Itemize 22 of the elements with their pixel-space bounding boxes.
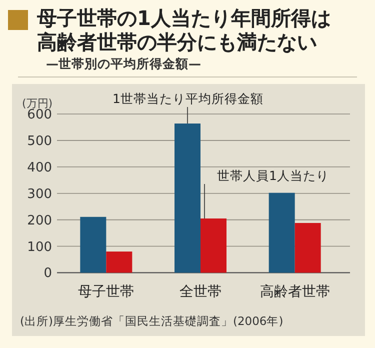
chart-title: 母子世帯の1人当たり年間所得は高齢者世帯の半分にも満たない [37,6,332,54]
y-tick-label: 0 [44,266,52,282]
text: 1世帯当たり平均所得金額 [112,91,264,106]
text: (出所)厚生労働省「国民生活基礎調査」(2006年) [20,314,284,328]
bar [80,216,106,273]
bar [174,124,200,273]
x-tick-label: 全世帯 [180,284,222,300]
y-tick-label: 300 [27,186,52,202]
chart-subtitle: —世帯別の平均所得金額— [46,56,201,73]
bar [106,252,132,273]
x-tick-label: 高齢者世帯 [260,284,330,300]
bar [294,222,321,273]
y-tick-label: 600 [27,108,52,122]
bar [268,192,295,273]
text: 世帯人員1人当たり [217,168,329,183]
y-tick-label: 400 [27,160,52,176]
y-tick-label: 500 [27,134,52,149]
y-tick-label: 200 [27,213,52,228]
y-axis-title: (万円) [22,97,53,110]
x-tick-label: 母子世帯 [78,284,134,300]
bar [200,218,226,273]
y-tick-label: 100 [27,240,52,255]
